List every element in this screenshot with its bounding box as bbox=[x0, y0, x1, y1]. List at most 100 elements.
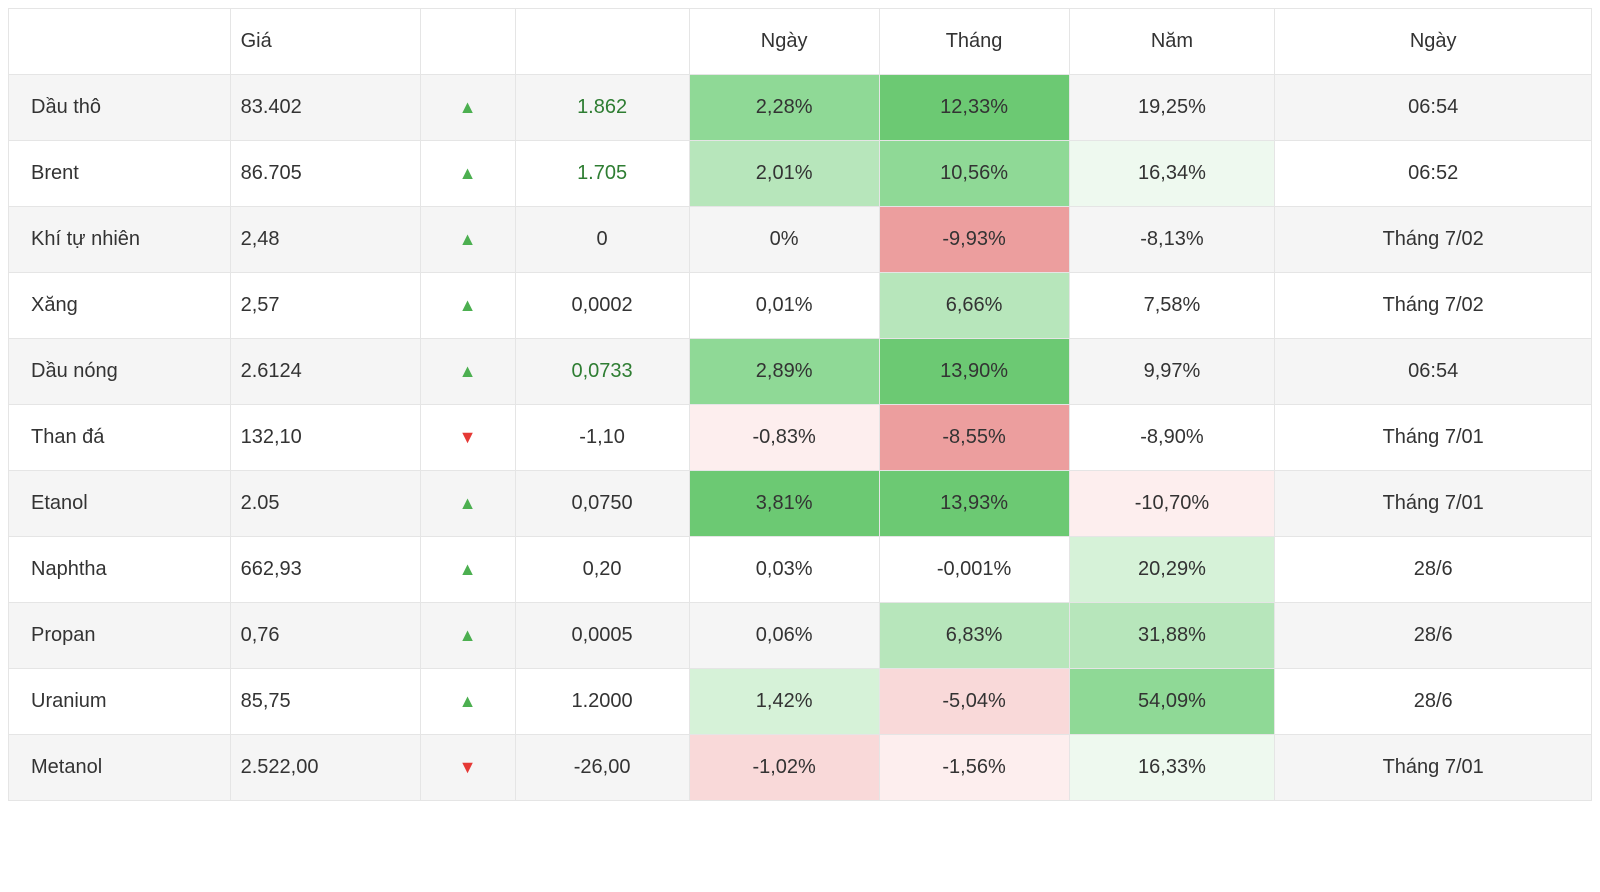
triangle-up-icon: ▲ bbox=[420, 207, 515, 273]
header-name[interactable] bbox=[9, 9, 231, 75]
day-percent: 1,42% bbox=[689, 669, 879, 735]
header-day[interactable]: Ngày bbox=[689, 9, 879, 75]
month-percent: 6,66% bbox=[879, 273, 1069, 339]
table-row[interactable]: Uranium85,75▲1.20001,42%-5,04%54,09%28/6 bbox=[9, 669, 1592, 735]
month-percent: 10,56% bbox=[879, 141, 1069, 207]
triangle-up-icon: ▲ bbox=[420, 141, 515, 207]
date-value: 06:54 bbox=[1275, 75, 1592, 141]
day-percent: 2,89% bbox=[689, 339, 879, 405]
table-row[interactable]: Naphtha662,93▲0,200,03%-0,001%20,29%28/6 bbox=[9, 537, 1592, 603]
commodity-name[interactable]: Than đá bbox=[9, 405, 231, 471]
commodity-name[interactable]: Propan bbox=[9, 603, 231, 669]
price-value: 86.705 bbox=[230, 141, 420, 207]
change-value: 0,0002 bbox=[515, 273, 689, 339]
header-arrow bbox=[420, 9, 515, 75]
date-value: Tháng 7/02 bbox=[1275, 207, 1592, 273]
year-percent: 31,88% bbox=[1069, 603, 1275, 669]
month-percent: 13,93% bbox=[879, 471, 1069, 537]
triangle-up-icon: ▲ bbox=[420, 339, 515, 405]
price-value: 2,57 bbox=[230, 273, 420, 339]
price-value: 2.6124 bbox=[230, 339, 420, 405]
commodity-name[interactable]: Khí tự nhiên bbox=[9, 207, 231, 273]
change-value: 1.2000 bbox=[515, 669, 689, 735]
day-percent: 0% bbox=[689, 207, 879, 273]
price-value: 2.522,00 bbox=[230, 735, 420, 801]
price-value: 83.402 bbox=[230, 75, 420, 141]
table-row[interactable]: Khí tự nhiên2,48▲00%-9,93%-8,13%Tháng 7/… bbox=[9, 207, 1592, 273]
table-row[interactable]: Xăng2,57▲0,00020,01%6,66%7,58%Tháng 7/02 bbox=[9, 273, 1592, 339]
year-percent: 19,25% bbox=[1069, 75, 1275, 141]
year-percent: 16,34% bbox=[1069, 141, 1275, 207]
change-value: 0 bbox=[515, 207, 689, 273]
price-value: 132,10 bbox=[230, 405, 420, 471]
commodity-name[interactable]: Metanol bbox=[9, 735, 231, 801]
header-price[interactable]: Giá bbox=[230, 9, 420, 75]
day-percent: 3,81% bbox=[689, 471, 879, 537]
triangle-down-icon: ▼ bbox=[420, 735, 515, 801]
commodity-name[interactable]: Etanol bbox=[9, 471, 231, 537]
header-year[interactable]: Năm bbox=[1069, 9, 1275, 75]
commodity-name[interactable]: Dầu thô bbox=[9, 75, 231, 141]
header-month[interactable]: Tháng bbox=[879, 9, 1069, 75]
year-percent: -8,13% bbox=[1069, 207, 1275, 273]
table-row[interactable]: Dầu thô83.402▲1.8622,28%12,33%19,25%06:5… bbox=[9, 75, 1592, 141]
day-percent: 0,01% bbox=[689, 273, 879, 339]
header-date[interactable]: Ngày bbox=[1275, 9, 1592, 75]
change-value: 0,0005 bbox=[515, 603, 689, 669]
month-percent: -0,001% bbox=[879, 537, 1069, 603]
month-percent: 6,83% bbox=[879, 603, 1069, 669]
commodity-name[interactable]: Dầu nóng bbox=[9, 339, 231, 405]
change-value: -26,00 bbox=[515, 735, 689, 801]
header-change bbox=[515, 9, 689, 75]
price-value: 662,93 bbox=[230, 537, 420, 603]
month-percent: -9,93% bbox=[879, 207, 1069, 273]
price-value: 2.05 bbox=[230, 471, 420, 537]
month-percent: 12,33% bbox=[879, 75, 1069, 141]
year-percent: 16,33% bbox=[1069, 735, 1275, 801]
price-value: 85,75 bbox=[230, 669, 420, 735]
year-percent: 54,09% bbox=[1069, 669, 1275, 735]
triangle-up-icon: ▲ bbox=[420, 273, 515, 339]
day-percent: 2,28% bbox=[689, 75, 879, 141]
year-percent: -8,90% bbox=[1069, 405, 1275, 471]
date-value: 28/6 bbox=[1275, 537, 1592, 603]
date-value: Tháng 7/01 bbox=[1275, 405, 1592, 471]
day-percent: -1,02% bbox=[689, 735, 879, 801]
commodity-price-table: Giá Ngày Tháng Năm Ngày Dầu thô83.402▲1.… bbox=[8, 8, 1592, 801]
price-value: 2,48 bbox=[230, 207, 420, 273]
table-row[interactable]: Brent86.705▲1.7052,01%10,56%16,34%06:52 bbox=[9, 141, 1592, 207]
day-percent: 2,01% bbox=[689, 141, 879, 207]
day-percent: -0,83% bbox=[689, 405, 879, 471]
change-value: 0,0750 bbox=[515, 471, 689, 537]
commodity-name[interactable]: Brent bbox=[9, 141, 231, 207]
table-row[interactable]: Etanol2.05▲0,07503,81%13,93%-10,70%Tháng… bbox=[9, 471, 1592, 537]
triangle-up-icon: ▲ bbox=[420, 537, 515, 603]
date-value: 06:54 bbox=[1275, 339, 1592, 405]
price-value: 0,76 bbox=[230, 603, 420, 669]
commodity-name[interactable]: Xăng bbox=[9, 273, 231, 339]
month-percent: -8,55% bbox=[879, 405, 1069, 471]
year-percent: -10,70% bbox=[1069, 471, 1275, 537]
table-row[interactable]: Propan0,76▲0,00050,06%6,83%31,88%28/6 bbox=[9, 603, 1592, 669]
table-row[interactable]: Dầu nóng2.6124▲0,07332,89%13,90%9,97%06:… bbox=[9, 339, 1592, 405]
commodity-name[interactable]: Naphtha bbox=[9, 537, 231, 603]
triangle-up-icon: ▲ bbox=[420, 669, 515, 735]
change-value: -1,10 bbox=[515, 405, 689, 471]
commodity-name[interactable]: Uranium bbox=[9, 669, 231, 735]
month-percent: 13,90% bbox=[879, 339, 1069, 405]
change-value: 1.705 bbox=[515, 141, 689, 207]
date-value: Tháng 7/02 bbox=[1275, 273, 1592, 339]
table-row[interactable]: Metanol2.522,00▼-26,00-1,02%-1,56%16,33%… bbox=[9, 735, 1592, 801]
triangle-up-icon: ▲ bbox=[420, 471, 515, 537]
day-percent: 0,03% bbox=[689, 537, 879, 603]
year-percent: 20,29% bbox=[1069, 537, 1275, 603]
date-value: Tháng 7/01 bbox=[1275, 471, 1592, 537]
table-row[interactable]: Than đá132,10▼-1,10-0,83%-8,55%-8,90%Thá… bbox=[9, 405, 1592, 471]
year-percent: 7,58% bbox=[1069, 273, 1275, 339]
table-header-row: Giá Ngày Tháng Năm Ngày bbox=[9, 9, 1592, 75]
date-value: Tháng 7/01 bbox=[1275, 735, 1592, 801]
triangle-up-icon: ▲ bbox=[420, 603, 515, 669]
change-value: 0,0733 bbox=[515, 339, 689, 405]
date-value: 28/6 bbox=[1275, 669, 1592, 735]
triangle-up-icon: ▲ bbox=[420, 75, 515, 141]
